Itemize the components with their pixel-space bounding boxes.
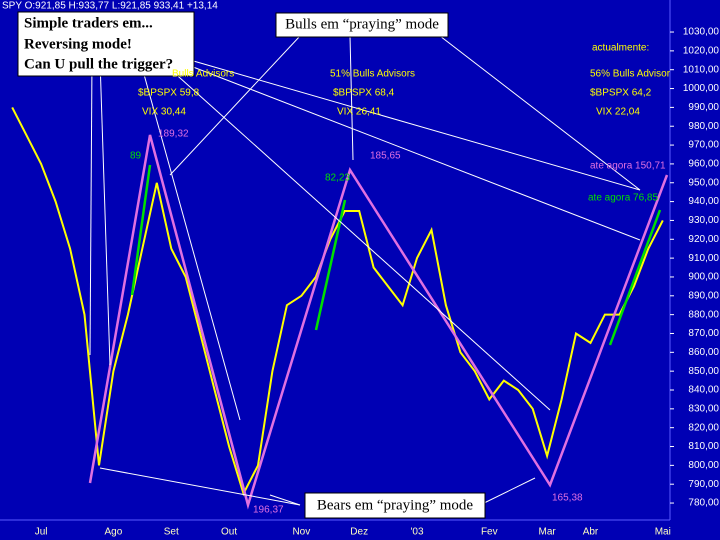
y-tick-label: 1020,00 (683, 46, 720, 57)
annotation: ate agora 76,85 (588, 193, 658, 204)
callout-text: Bulls em “praying” mode (285, 16, 439, 32)
y-tick-label: 1010,00 (683, 64, 720, 75)
y-tick-label: 830,00 (688, 403, 719, 414)
y-tick-label: 870,00 (688, 328, 719, 339)
y-tick-label: 990,00 (688, 102, 719, 113)
x-tick-label: Dez (350, 527, 368, 538)
trend-line (88, 134, 669, 510)
annotation: VIX 22,04 (596, 107, 640, 118)
callout-box (17, 11, 195, 77)
y-tick-label: 880,00 (688, 309, 719, 320)
annotation: VIX 30,44 (142, 107, 186, 118)
x-tick-label: Nov (292, 527, 310, 538)
annotation: 165,38 (552, 493, 583, 504)
annotation: 89 (130, 151, 142, 162)
annotation: Bulls Advisors (172, 69, 234, 80)
y-tick-label: 1000,00 (683, 83, 720, 94)
annotation: 51% Bulls Advisors (330, 69, 415, 80)
y-tick-label: 930,00 (688, 215, 719, 226)
y-tick-label: 910,00 (688, 253, 719, 264)
callout-text: Reversing mode! (24, 36, 132, 52)
callout-text: Simple traders em... (24, 15, 153, 31)
price-line (11, 106, 664, 497)
annotation: 82,23 (325, 173, 350, 184)
callout-box (304, 492, 486, 519)
y-tick-label: 980,00 (688, 121, 719, 132)
x-tick-label: Out (221, 527, 237, 538)
annotation: $BPSPX 68,4 (333, 88, 395, 99)
y-tick-label: 920,00 (688, 234, 719, 245)
annotation: $BPSPX 59,8 (138, 88, 200, 99)
chart-title: SPY O:921,85 H:933,77 L:921,85 933,41 +1… (2, 1, 218, 12)
annotation: 56% Bulls Advisor (590, 69, 671, 80)
x-tick-label: Fev (481, 527, 498, 538)
y-tick-label: 850,00 (688, 366, 719, 377)
y-tick-label: 970,00 (688, 140, 719, 151)
x-tick-label: Mar (539, 527, 557, 538)
annotation: actualmente: (592, 43, 649, 54)
annotation: ate agora 150,71 (590, 161, 666, 172)
y-tick-label: 1030,00 (683, 27, 720, 38)
y-tick-label: 960,00 (688, 159, 719, 170)
y-tick-label: 950,00 (688, 177, 719, 188)
x-tick-label: Ago (105, 527, 123, 538)
callout-box (275, 12, 449, 38)
x-tick-label: '03 (410, 527, 423, 538)
y-tick-label: 810,00 (688, 441, 719, 452)
arrows (89, 35, 641, 506)
annotation: $BPSPX 64,2 (590, 88, 652, 99)
y-tick-label: 780,00 (688, 498, 719, 509)
y-tick-label: 800,00 (688, 460, 719, 471)
y-tick-label: 900,00 (688, 272, 719, 283)
callout-text: Bears em “praying” mode (317, 497, 474, 513)
x-tick-label: Jul (35, 527, 48, 538)
annotation: 189,32 (158, 129, 189, 140)
marks (11, 106, 664, 497)
y-tick-label: 790,00 (688, 479, 719, 490)
y-tick-label: 820,00 (688, 422, 719, 433)
x-tick-label: Set (164, 527, 179, 538)
y-tick-label: 940,00 (688, 196, 719, 207)
x-tick-label: Abr (583, 527, 599, 538)
y-tick-label: 860,00 (688, 347, 719, 358)
annotation: VIX 26,41 (337, 107, 381, 118)
y-tick-label: 890,00 (688, 290, 719, 301)
y-tick-label: 840,00 (688, 385, 719, 396)
x-tick-label: Mai (655, 527, 671, 538)
annotation: 196,37 (253, 505, 284, 516)
annotation: 185,65 (370, 151, 401, 162)
callout-text: Can U pull the trigger? (24, 56, 173, 72)
